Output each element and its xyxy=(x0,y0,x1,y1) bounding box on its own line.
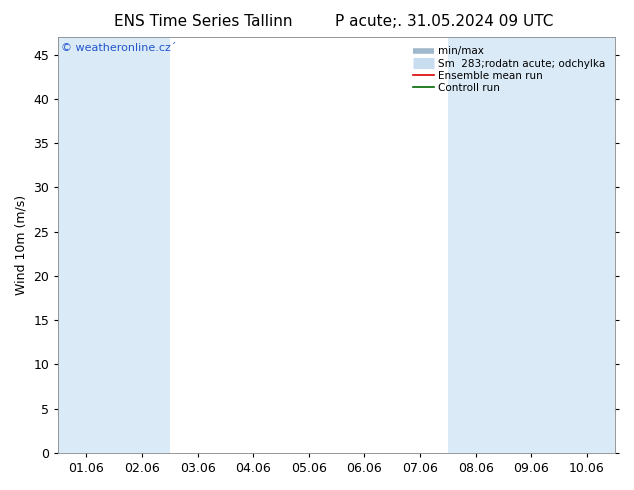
Legend: min/max, Sm  283;rodatn acute; odchylka, Ensemble mean run, Controll run: min/max, Sm 283;rodatn acute; odchylka, … xyxy=(409,42,610,97)
Bar xyxy=(448,37,503,453)
Bar xyxy=(559,37,615,453)
Bar xyxy=(114,37,170,453)
Text: P acute;. 31.05.2024 09 UTC: P acute;. 31.05.2024 09 UTC xyxy=(335,14,553,29)
Text: ENS Time Series Tallinn: ENS Time Series Tallinn xyxy=(113,14,292,29)
Y-axis label: Wind 10m (m/s): Wind 10m (m/s) xyxy=(15,195,28,295)
Bar xyxy=(58,37,114,453)
Text: © weatheronline.cz´: © weatheronline.cz´ xyxy=(61,43,177,53)
Bar xyxy=(503,37,559,453)
